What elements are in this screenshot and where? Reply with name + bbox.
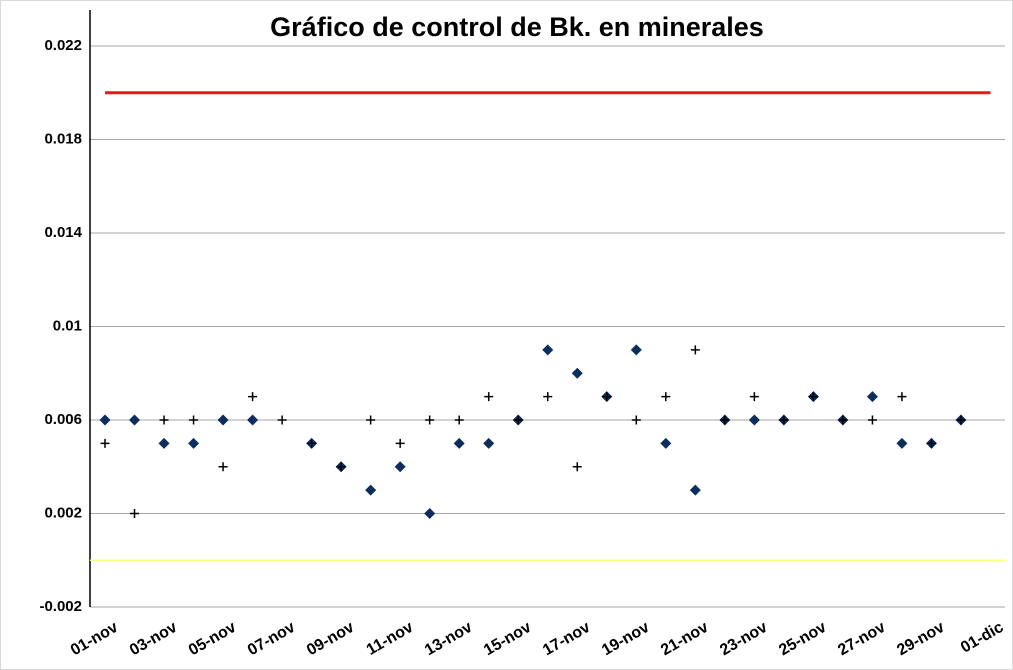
- diamond-marker: [188, 437, 200, 449]
- diamond-marker: [99, 414, 111, 426]
- plus-marker: [336, 462, 346, 472]
- diamond-marker: [453, 437, 465, 449]
- plus-marker: [956, 415, 966, 425]
- diamond-marker: [129, 414, 141, 426]
- plus-marker: [425, 415, 435, 425]
- diamond-marker: [660, 437, 672, 449]
- diamond-marker: [542, 344, 554, 356]
- plus-marker: [838, 415, 848, 425]
- diamond-marker: [217, 414, 229, 426]
- y-tick-label: 0.022: [44, 37, 82, 54]
- diamond-marker: [866, 391, 878, 403]
- plus-marker: [100, 438, 110, 448]
- plus-marker: [307, 438, 317, 448]
- y-tick-label: 0.002: [44, 504, 82, 521]
- plus-marker: [513, 415, 523, 425]
- plus-marker: [749, 392, 759, 402]
- plus-marker: [631, 415, 641, 425]
- diamond-marker: [158, 437, 170, 449]
- plus-marker: [454, 415, 464, 425]
- plus-marker: [779, 415, 789, 425]
- diamond-marker: [689, 484, 701, 496]
- plus-marker: [690, 345, 700, 355]
- diamond-marker: [394, 461, 406, 473]
- plus-marker: [248, 392, 258, 402]
- y-tick-label: 0.01: [53, 317, 82, 334]
- diamond-marker: [483, 437, 495, 449]
- plus-marker: [277, 415, 287, 425]
- plus-marker: [484, 392, 494, 402]
- y-tick-label: 0.014: [44, 224, 82, 241]
- diamond-marker: [365, 484, 377, 496]
- plus-marker: [366, 415, 376, 425]
- plus-marker: [543, 392, 553, 402]
- plus-marker: [189, 415, 199, 425]
- plus-marker: [867, 415, 877, 425]
- chart-title: Gráfico de control de Bk. en minerales: [270, 12, 764, 42]
- plus-marker: [808, 392, 818, 402]
- plus-marker: [159, 415, 169, 425]
- y-tick-label: -0.002: [39, 598, 82, 615]
- diamond-marker: [630, 344, 642, 356]
- plus-marker: [661, 392, 671, 402]
- plus-marker: [720, 415, 730, 425]
- plus-marker: [926, 438, 936, 448]
- plus-marker: [572, 462, 582, 472]
- plus-marker: [602, 392, 612, 402]
- plus-marker: [218, 462, 228, 472]
- diamond-marker: [424, 508, 436, 519]
- plus-marker: [395, 438, 405, 448]
- plus-marker: [130, 509, 140, 518]
- y-tick-label: 0.018: [44, 130, 82, 147]
- plus-marker: [897, 392, 907, 402]
- diamond-marker: [571, 367, 583, 379]
- diamond-marker: [748, 414, 760, 426]
- y-tick-label: 0.006: [44, 411, 82, 428]
- diamond-marker: [896, 437, 908, 449]
- diamond-marker: [247, 414, 259, 426]
